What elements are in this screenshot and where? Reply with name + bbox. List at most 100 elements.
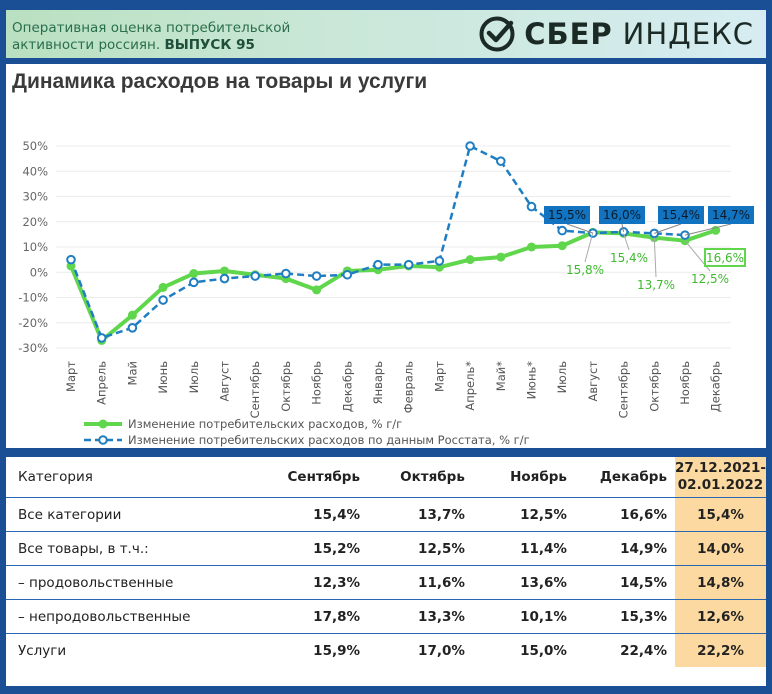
table-row: Все товары, в т.ч.: 15,2% 12,5% 11,4% 14,9% 1… (6, 531, 766, 566)
sber-check-icon (479, 16, 515, 52)
chart-title: Динамика расходов на товары и услуги (12, 70, 428, 93)
consumer-spending-point (527, 242, 536, 252)
brand-index: ИНДЕКС (622, 17, 754, 51)
data-label: 16,0% (603, 208, 641, 222)
data-label-box (708, 206, 754, 224)
x-tick-label: Май* (494, 361, 508, 391)
data-label: 15,4% (662, 208, 700, 222)
row-value: 15,4% (674, 497, 766, 532)
table-row: – непродовольственные 17,8% 13,3% 10,1% 15,3… (6, 599, 766, 634)
header-week-line2: 02.01.2022 (677, 477, 764, 493)
x-tick-label: Август (586, 361, 600, 402)
subtitle-line1: Оперативная оценка потребительской (12, 20, 291, 36)
rosstat-point (465, 141, 475, 151)
y-tick-label: 0% (30, 265, 48, 279)
x-tick-label: Октябрь (279, 361, 293, 412)
row-category: Услуги (6, 633, 282, 667)
legend-label: Изменение потребительских расходов по да… (128, 433, 530, 447)
row-value: 13,7% (368, 497, 473, 532)
row-value: 14,0% (674, 531, 766, 566)
rosstat-point (342, 269, 353, 280)
subtitle-line2: активности россиян. (12, 37, 165, 53)
data-label: 14,7% (712, 208, 750, 222)
table-row: Все категории 15,4% 13,7% 12,5% 16,6% 15,4% (6, 497, 766, 532)
x-tick-label: Ноябрь (310, 361, 324, 405)
y-tick-label: -20% (18, 316, 48, 330)
row-value: 15,4% (281, 497, 369, 532)
x-tick-label: Январь (371, 361, 385, 405)
header-december: Декабрь (599, 469, 667, 485)
chart-panel: Динамика расходов на товары и услуги 50%… (6, 64, 766, 448)
rosstat-point (373, 259, 383, 270)
x-tick-label: Сентябрь (617, 361, 631, 419)
rosstat-point (250, 271, 260, 281)
series-rosstat-line (69, 144, 686, 340)
data-label-box (544, 206, 590, 224)
rosstat-point (96, 333, 107, 343)
row-category: – непродовольственные (6, 599, 282, 634)
header-october: Октябрь (400, 469, 465, 485)
rosstat-point (127, 323, 138, 333)
row-category: Все категории (6, 497, 282, 532)
row-value: 15,0% (472, 633, 575, 667)
row-value: 15,9% (281, 633, 369, 667)
consumer-spending-point (189, 269, 199, 279)
x-tick-label: Март (64, 361, 78, 392)
row-value: 14,9% (574, 531, 675, 566)
x-tick-label: Март (432, 361, 446, 392)
rosstat-point (311, 271, 322, 281)
data-label: 12,5% (691, 272, 729, 286)
data-label: 15,5% (548, 208, 586, 222)
y-tick-label: 10% (22, 240, 48, 254)
x-tick-label: Февраль (402, 361, 416, 413)
label-leader-line (684, 223, 732, 236)
table-row: – продовольственные 12,3% 11,6% 13,6% 14,5% 1… (6, 565, 766, 600)
row-value: 10,1% (472, 599, 575, 634)
consumer-spending-point (557, 241, 567, 251)
rosstat-point (557, 225, 568, 236)
consumer-spending-point (496, 252, 506, 262)
report-subtitle: Оперативная оценка потребительской актив… (12, 20, 290, 54)
x-tick-label: Июль (187, 361, 201, 394)
row-value: 12,5% (472, 497, 575, 532)
data-label-box (704, 248, 746, 267)
row-value: 12,5% (368, 531, 473, 566)
consumer-spending-point (220, 266, 229, 276)
x-tick-label: Сентябрь (248, 361, 262, 419)
row-value: 12,6% (674, 599, 766, 634)
brand-sber: СБЕР (524, 17, 613, 51)
series-consumer-spending-line (69, 228, 717, 343)
header-week: 27.12.2021- 02.01.2022 (674, 457, 766, 498)
y-tick-label: -30% (18, 341, 48, 355)
rosstat-point (189, 277, 199, 288)
y-tick-label: 20% (22, 215, 48, 229)
rosstat-point (434, 256, 445, 266)
row-value: 15,3% (574, 599, 675, 634)
x-tick-label: Июль (555, 361, 569, 394)
table-row: Услуги 15,9% 17,0% 15,0% 22,4% 22,2% (6, 633, 766, 667)
rosstat-point (403, 259, 414, 270)
label-leader-line (584, 232, 594, 263)
x-tick-label: Июнь* (525, 361, 539, 400)
rosstat-point (526, 201, 537, 212)
x-tick-label: Ноябрь (678, 361, 692, 405)
consumer-spending-point (158, 282, 168, 292)
row-value: 22,4% (574, 633, 675, 667)
header-september: Сентябрь (287, 469, 361, 485)
consumer-spending-point (465, 255, 475, 265)
legend-blue-marker (98, 435, 108, 445)
row-value: 13,3% (368, 599, 473, 634)
row-value: 17,8% (281, 599, 369, 634)
label-leader-line (566, 223, 594, 234)
y-tick-label: -10% (18, 291, 48, 305)
data-label: 16,6% (706, 251, 744, 265)
row-value: 16,6% (574, 497, 675, 532)
label-leader-line (621, 223, 625, 232)
legend-label: Изменение потребительских расходов, % г/… (128, 417, 402, 431)
header-week-line1: 27.12.2021- (674, 460, 766, 476)
row-category: Все товары, в т.ч.: (6, 531, 282, 566)
x-tick-label: Декабрь (709, 361, 723, 412)
x-tick-label: Май (125, 361, 139, 385)
rosstat-point (158, 295, 168, 305)
sber-index-logo: СБЕР ИНДЕКС (478, 15, 754, 53)
